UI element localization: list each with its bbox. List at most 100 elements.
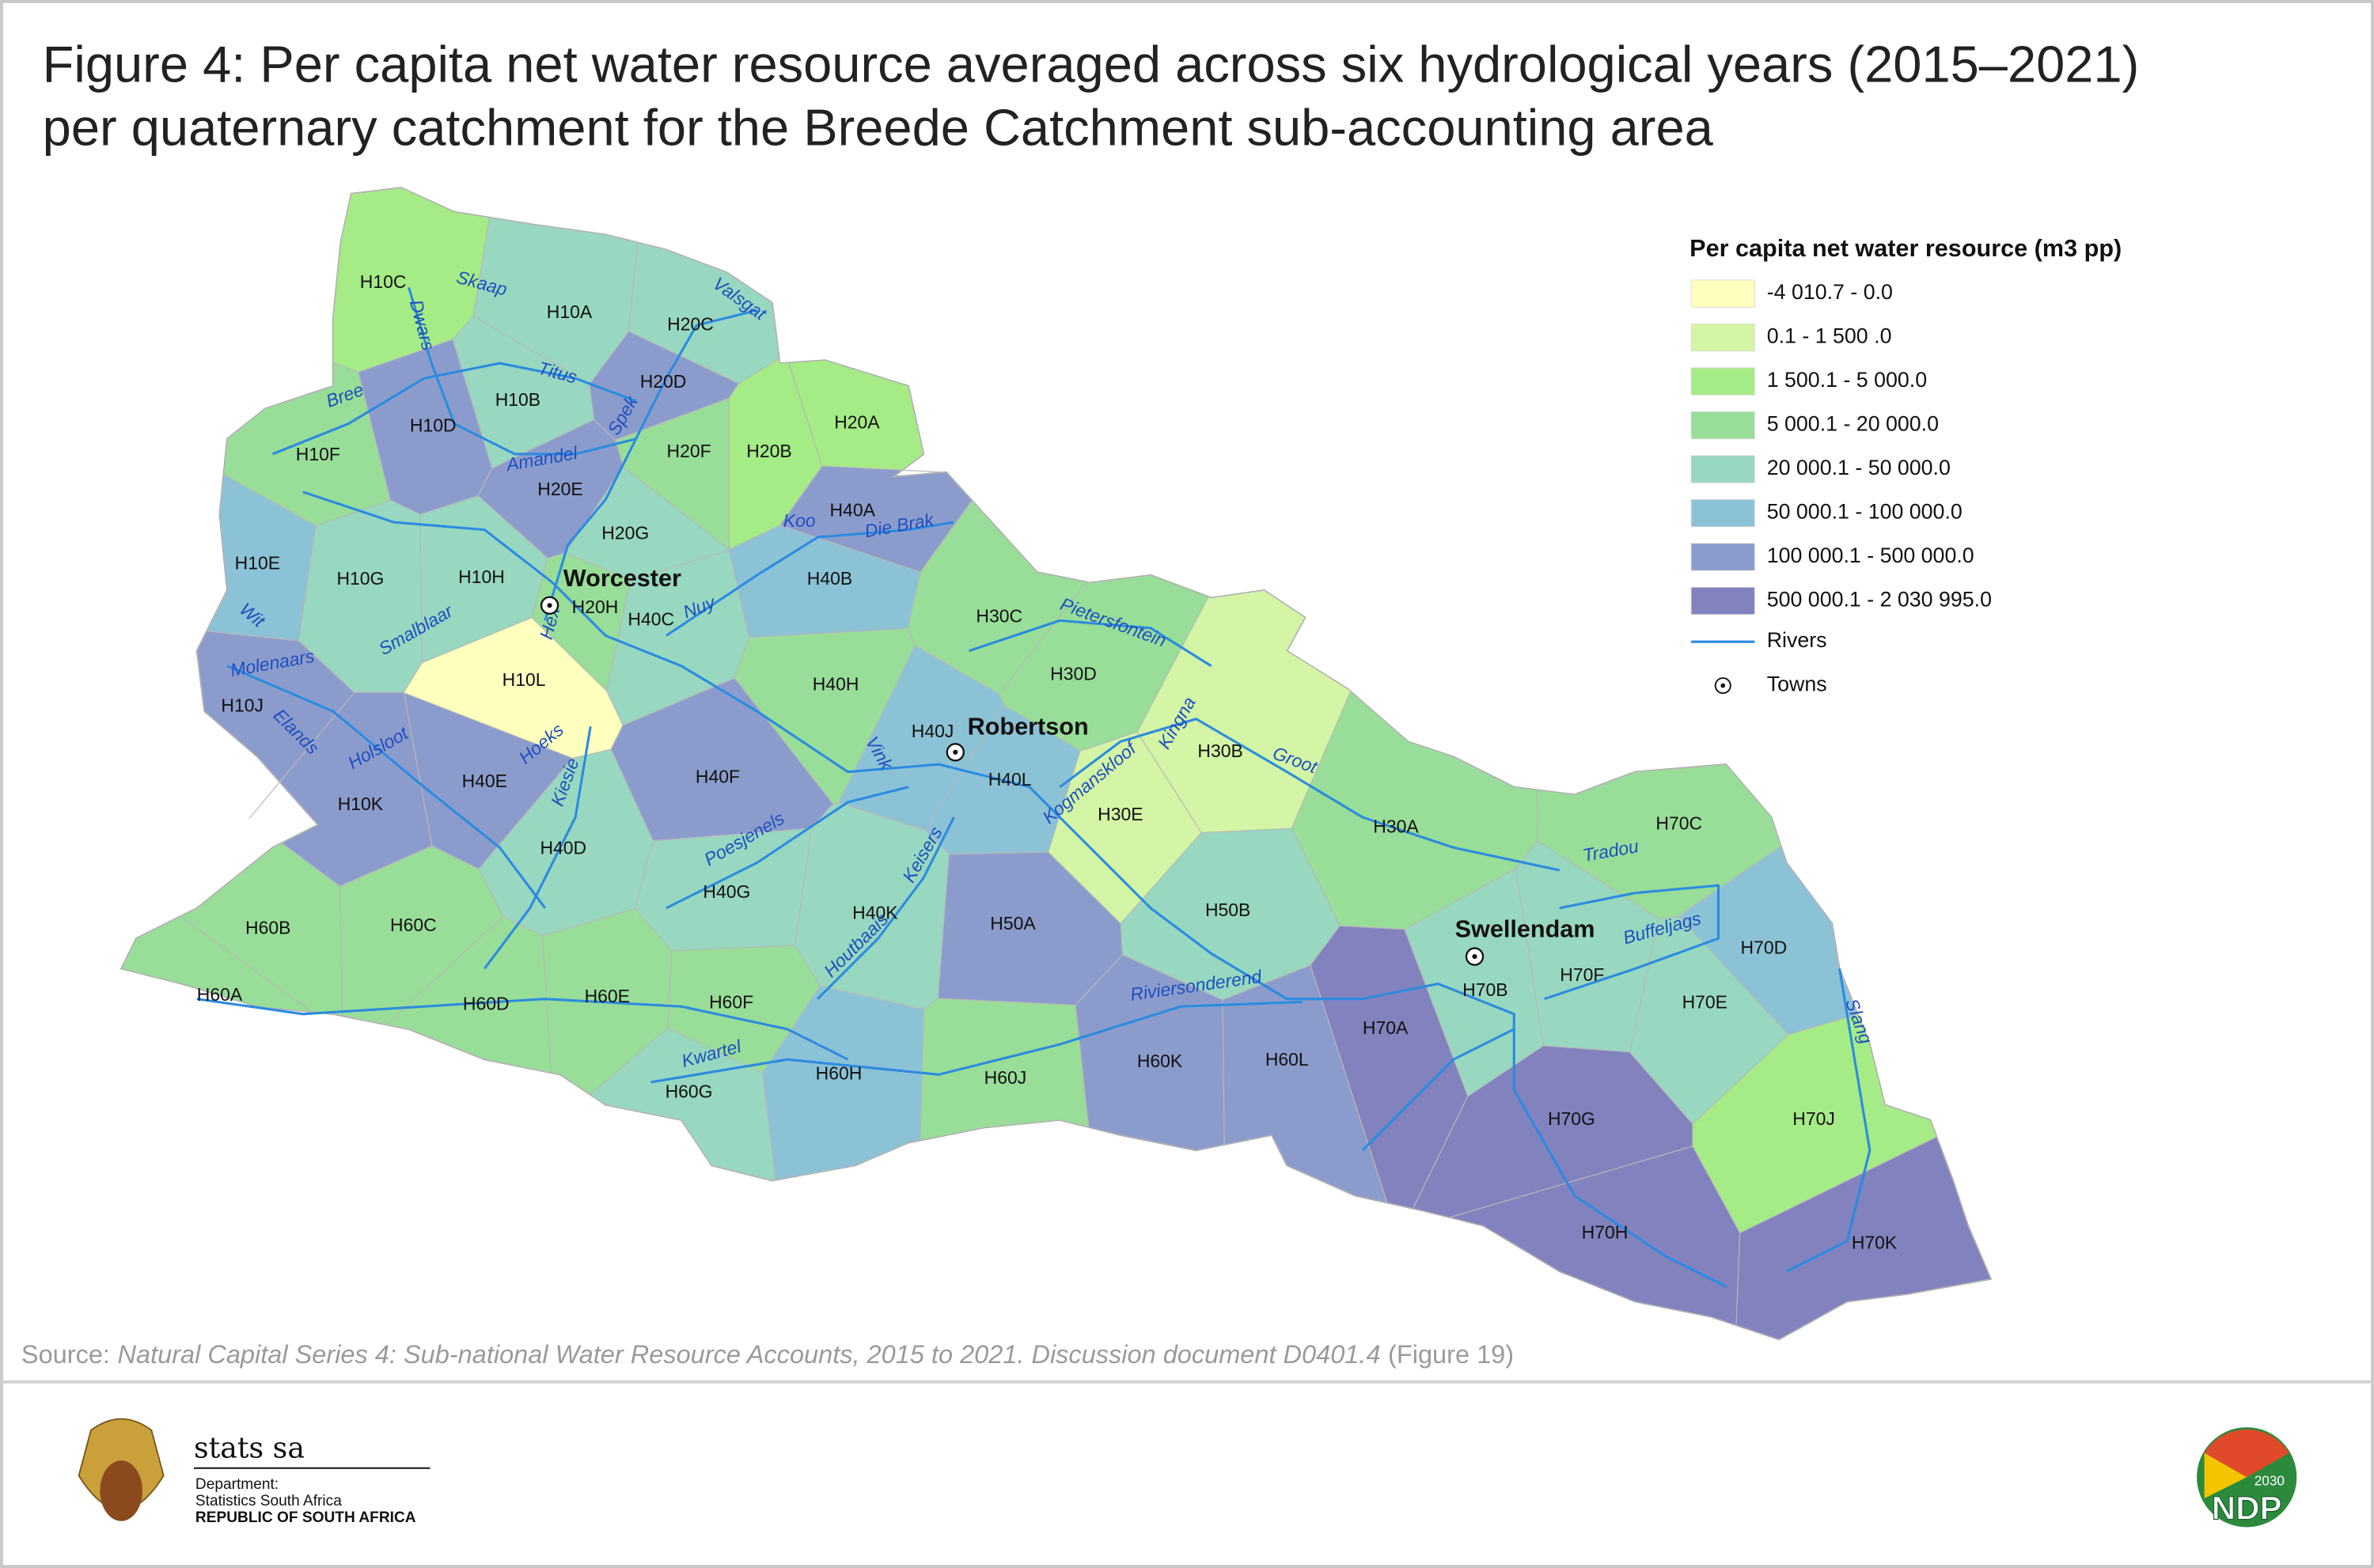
river: [408, 287, 636, 456]
catchment: [589, 1027, 776, 1181]
legend-swatch: [1690, 323, 1755, 352]
catchment-label: H10J: [221, 695, 264, 715]
catchment-label: H70A: [1363, 1017, 1409, 1038]
river: [1059, 718, 1560, 872]
catchment-label: H10L: [502, 669, 546, 690]
river: [271, 362, 637, 456]
catchment-label: H40L: [988, 769, 1032, 790]
river: [666, 521, 954, 637]
catchment-label: H40J: [912, 721, 954, 741]
river: [226, 665, 547, 909]
town-label: Robertson: [968, 713, 1089, 740]
ndp-year: 2030: [2255, 1472, 2285, 1488]
catchment-label: H40K: [852, 903, 898, 923]
ndp-flag: [2204, 1452, 2247, 1498]
catchment-label: H20G: [601, 522, 649, 543]
catchment-label: H20F: [667, 441, 711, 461]
catchment-label: H40H: [813, 674, 859, 695]
country-name: REPUBLIC OF SOUTH AFRICA: [195, 1509, 416, 1526]
catchment-label: H70G: [1548, 1108, 1595, 1129]
catchment-label: H50B: [1205, 900, 1250, 920]
catchment-label: H40F: [696, 766, 740, 786]
source-prefix: Source:: [21, 1340, 110, 1369]
river: [196, 998, 849, 1061]
legend-label: 100 000.1 - 500 000.0: [1767, 543, 1974, 567]
river: [969, 619, 1212, 668]
catchment-label: H60J: [984, 1067, 1027, 1088]
legend-town-dot: [1720, 683, 1726, 688]
catchment-label: H20D: [640, 371, 687, 392]
catchment-label: H60H: [816, 1062, 863, 1083]
title-line: Figure 4: Per capita net water resource …: [43, 35, 2140, 93]
catchment-label: H60G: [666, 1081, 713, 1101]
river: [302, 490, 1727, 1288]
catchment-label: H10D: [410, 415, 457, 436]
legend: Per capita net water resource (m3 pp) -4…: [1689, 235, 2122, 696]
source-document: Natural Capital Series 4: Sub-national W…: [118, 1340, 1381, 1369]
legend-label: Rivers: [1767, 628, 1827, 652]
catchment-label: H70D: [1741, 937, 1788, 958]
catchment-label: H20C: [667, 313, 714, 334]
legend-swatch: [1690, 586, 1755, 615]
catchment-label: H60A: [197, 984, 243, 1005]
legend-swatch: [1690, 411, 1755, 440]
river: [650, 1000, 1303, 1084]
catchment: [1222, 964, 1388, 1204]
catchment-label: H60E: [585, 986, 630, 1006]
catchment-label: H60L: [1265, 1049, 1309, 1070]
coat-of-arms-shield: [100, 1460, 142, 1521]
legend-swatch: [1690, 279, 1755, 308]
catchment-label: H30E: [1098, 804, 1143, 824]
catchment: [761, 985, 925, 1181]
legend-swatch: [1690, 455, 1755, 483]
source-note: Source: Natural Capital Series 4: Sub-nat…: [21, 1340, 1514, 1369]
catchment: [1447, 1146, 1741, 1326]
catchment-label: H60K: [1137, 1051, 1183, 1071]
catchment-label: H70K: [1852, 1233, 1898, 1253]
catchment-label: H30D: [1050, 663, 1097, 684]
ndp-flag: [2204, 1429, 2289, 1478]
ndp-wordmark: NDP: [2212, 1489, 2282, 1526]
source-suffix: (Figure 19): [1388, 1340, 1514, 1369]
title-line: per quaternary catchment for the Breede …: [43, 99, 1714, 157]
town-label: Swellendam: [1455, 916, 1595, 943]
river: [484, 726, 592, 970]
legend-swatch: [1690, 367, 1755, 396]
catchment-label: H10H: [458, 566, 505, 587]
legend-label: Towns: [1767, 672, 1827, 696]
catchment-label: H40B: [807, 568, 852, 589]
town-label: Worcester: [563, 565, 681, 592]
catchment-label: H10G: [336, 568, 384, 589]
ndp-logo: 2030 NDP: [2197, 1427, 2297, 1528]
legend-label: 500 000.1 - 2 030 995.0: [1767, 588, 1992, 612]
rivers: [196, 287, 1872, 1288]
legend-title: Per capita net water resource (m3 pp): [1689, 235, 2122, 262]
catchment: [196, 631, 355, 820]
town-marker-dot: [953, 749, 958, 755]
legend-label: 1 500.1 - 5 000.0: [1767, 368, 1927, 392]
catchment-label: H10F: [296, 444, 340, 464]
legend-swatch: [1690, 498, 1755, 528]
river: [1361, 1028, 1515, 1152]
catchment-label: H70F: [1560, 964, 1604, 985]
catchment-label: H40A: [830, 500, 876, 521]
catchment-label: H10A: [547, 301, 593, 322]
catchment-label: H10E: [235, 553, 280, 574]
legend-label: 20 000.1 - 50 000.0: [1767, 456, 1951, 479]
catchment-label: H60C: [390, 915, 437, 935]
river: [1544, 884, 1720, 1001]
legend-label: 0.1 - 1 500 .0: [1767, 324, 1892, 348]
catchment-label: H70E: [1682, 991, 1727, 1012]
catchment-label: H70J: [1792, 1108, 1835, 1129]
legend-label: 50 000.1 - 100 000.0: [1767, 500, 1963, 524]
legend-swatch: [1690, 543, 1755, 571]
statssa-logo: stats sa Department: Statistics South Af…: [78, 1418, 430, 1526]
catchment-label: H10K: [338, 793, 384, 814]
catchment-label: H20B: [746, 441, 791, 461]
catchment-label: H60D: [463, 993, 510, 1013]
catchment-label: H70H: [1582, 1221, 1629, 1242]
catchment-label: H30B: [1197, 740, 1242, 761]
catchment-label: H40D: [540, 837, 586, 858]
